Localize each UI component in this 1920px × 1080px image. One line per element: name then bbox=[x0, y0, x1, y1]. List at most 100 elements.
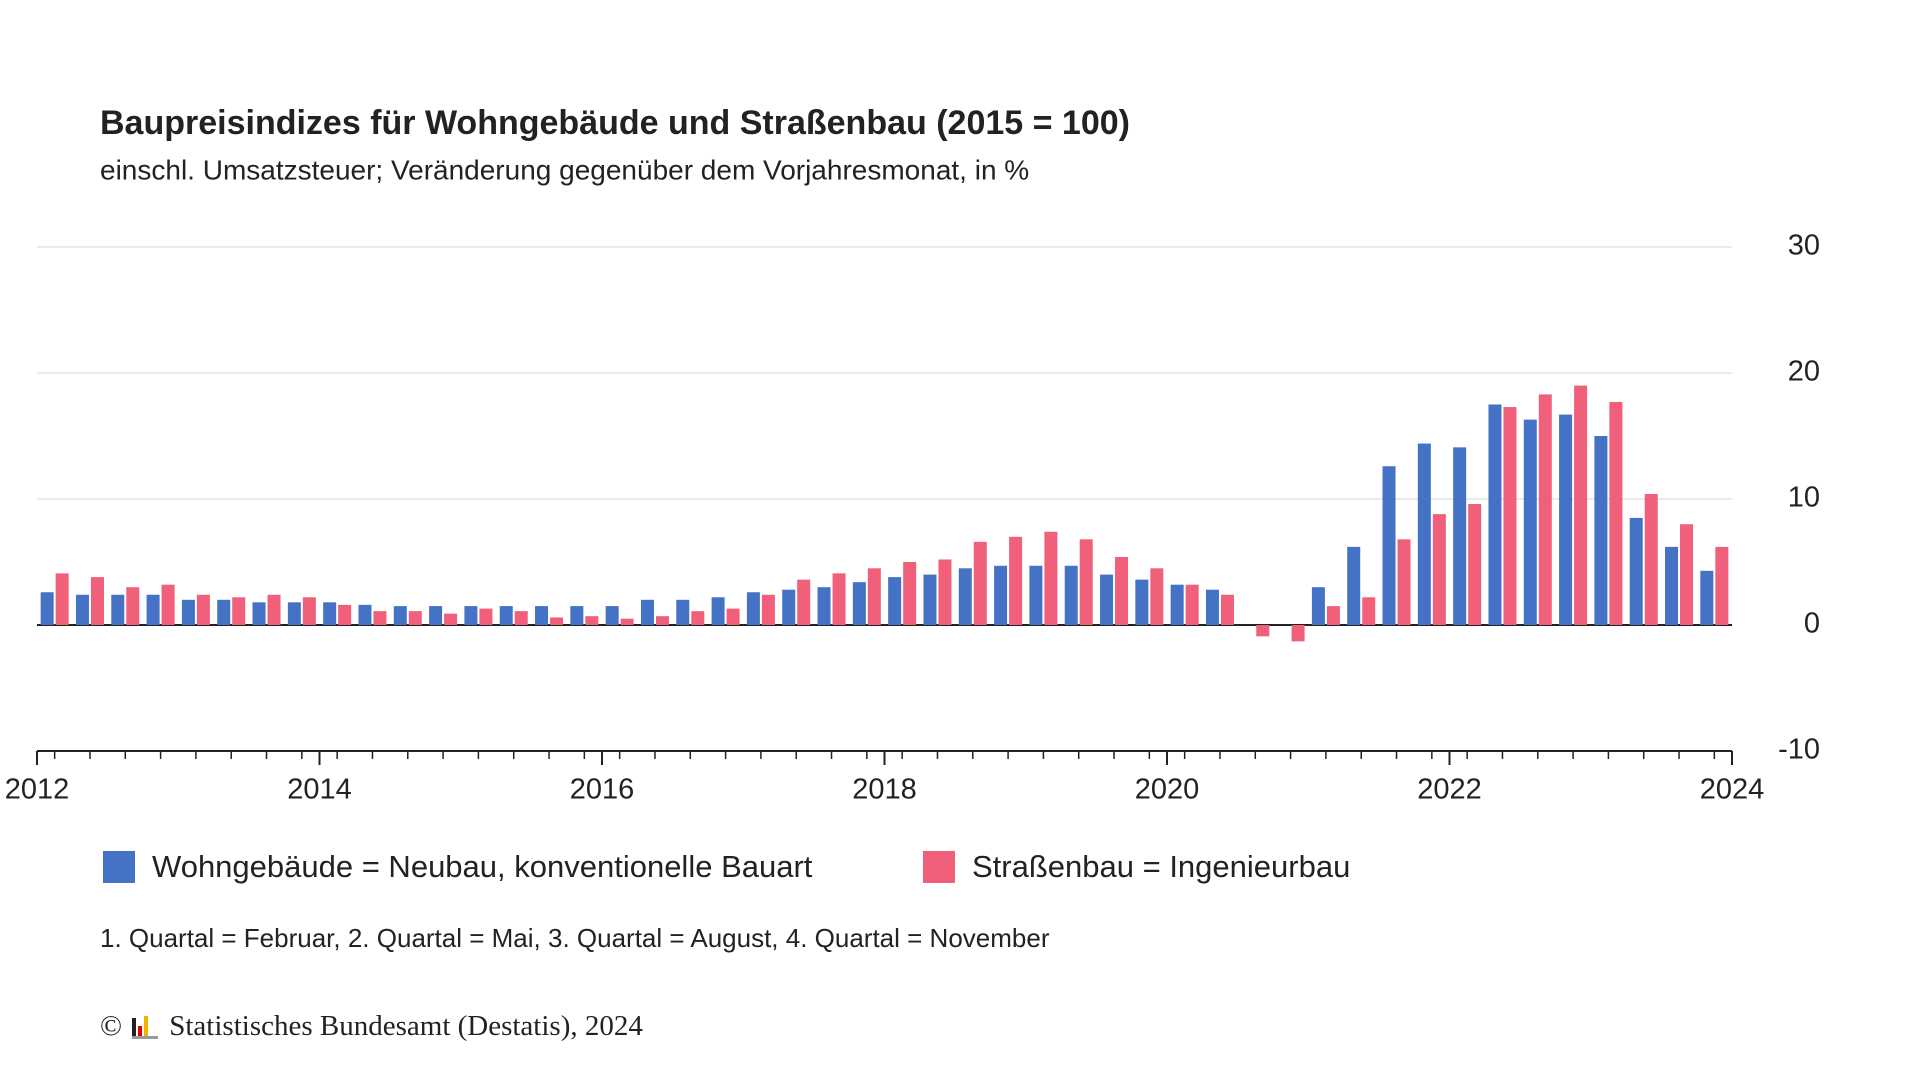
bar bbox=[958, 568, 972, 625]
bar bbox=[1220, 594, 1234, 625]
bar bbox=[358, 604, 372, 625]
bar bbox=[888, 577, 902, 625]
bar bbox=[605, 606, 619, 625]
bar bbox=[570, 606, 584, 625]
bar bbox=[1609, 401, 1623, 625]
bar bbox=[429, 606, 443, 625]
bar bbox=[1185, 584, 1199, 625]
bar bbox=[232, 597, 246, 625]
bar bbox=[1009, 536, 1023, 625]
bar bbox=[252, 602, 266, 625]
source: © Statistisches Bundesamt (Destatis), 20… bbox=[100, 1010, 643, 1042]
bar bbox=[1523, 419, 1537, 625]
bar bbox=[832, 573, 846, 625]
bar bbox=[55, 573, 69, 625]
bar bbox=[1205, 589, 1219, 625]
y-tick-label: 30 bbox=[1788, 230, 1820, 262]
bar bbox=[782, 589, 796, 625]
bar bbox=[1559, 414, 1573, 625]
bar bbox=[1629, 517, 1643, 625]
x-tick-label: 2022 bbox=[1417, 774, 1482, 806]
bar bbox=[550, 617, 564, 625]
bar bbox=[903, 562, 917, 625]
x-tick-label: 2024 bbox=[1700, 774, 1765, 806]
bar bbox=[746, 592, 760, 625]
bar bbox=[1382, 466, 1396, 625]
bar bbox=[726, 608, 740, 625]
bar bbox=[111, 594, 125, 625]
bar bbox=[161, 584, 175, 625]
bar bbox=[761, 594, 775, 625]
bar bbox=[711, 597, 725, 625]
x-tick-label: 2014 bbox=[287, 774, 352, 806]
bar bbox=[40, 592, 54, 625]
bar bbox=[1170, 584, 1184, 625]
bar bbox=[973, 541, 987, 625]
bar bbox=[797, 579, 811, 625]
bar bbox=[938, 559, 952, 625]
bar bbox=[1488, 404, 1502, 625]
bar bbox=[464, 606, 478, 625]
bar bbox=[620, 618, 634, 625]
bar bbox=[691, 611, 705, 625]
y-tick-label: 10 bbox=[1788, 482, 1820, 514]
note: 1. Quartal = Februar, 2. Quartal = Mai, … bbox=[100, 923, 1050, 953]
bar bbox=[196, 594, 210, 625]
bar bbox=[1100, 574, 1114, 625]
bar bbox=[1665, 546, 1679, 625]
bar bbox=[923, 574, 937, 625]
x-tick-label: 2016 bbox=[570, 774, 635, 806]
legend-label: Straßenbau = Ingenieurbau bbox=[972, 849, 1350, 884]
bar bbox=[1538, 394, 1552, 625]
bar bbox=[1594, 436, 1608, 625]
bar bbox=[640, 599, 654, 625]
bar bbox=[1362, 597, 1376, 625]
x-tick-label: 2012 bbox=[5, 774, 70, 806]
bar bbox=[1574, 385, 1588, 625]
bar bbox=[1029, 565, 1043, 625]
bar bbox=[852, 582, 866, 625]
bar bbox=[75, 594, 89, 625]
bar bbox=[1291, 625, 1305, 642]
chart-subtitle: einschl. Umsatzsteuer; Veränderung gegen… bbox=[100, 154, 1029, 185]
bar bbox=[994, 565, 1008, 625]
bar bbox=[126, 587, 140, 625]
bar bbox=[1503, 407, 1517, 625]
bar bbox=[1064, 565, 1078, 625]
bar bbox=[1432, 514, 1446, 625]
bar bbox=[1150, 568, 1164, 625]
bar bbox=[655, 616, 669, 625]
y-tick-label: -10 bbox=[1778, 734, 1820, 766]
bar bbox=[867, 568, 881, 625]
bar bbox=[1311, 587, 1325, 625]
chart-title: Baupreisindizes für Wohngebäude und Stra… bbox=[100, 104, 1130, 142]
bar bbox=[817, 587, 831, 625]
bar bbox=[1680, 524, 1694, 625]
bar bbox=[1079, 539, 1093, 625]
x-tick-label: 2020 bbox=[1135, 774, 1200, 806]
source-icon bbox=[132, 1016, 158, 1039]
bar bbox=[1468, 504, 1482, 625]
bar bbox=[499, 606, 513, 625]
bar bbox=[585, 616, 599, 625]
bar bbox=[1453, 447, 1467, 625]
bar bbox=[514, 611, 528, 625]
bar bbox=[267, 594, 281, 625]
bar bbox=[1044, 531, 1058, 625]
bar bbox=[1700, 570, 1714, 625]
bar bbox=[1347, 546, 1361, 625]
bar bbox=[90, 577, 104, 625]
bar bbox=[302, 597, 316, 625]
bar bbox=[1715, 546, 1729, 625]
bar bbox=[408, 611, 422, 625]
bar bbox=[479, 608, 493, 625]
x-tick-label: 2018 bbox=[852, 774, 917, 806]
bar bbox=[535, 606, 549, 625]
bar bbox=[676, 599, 690, 625]
bar bbox=[1326, 606, 1340, 625]
bar bbox=[323, 602, 337, 625]
legend-label: Wohngebäude = Neubau, konventionelle Bau… bbox=[152, 849, 813, 884]
y-tick-label: 0 bbox=[1804, 608, 1820, 640]
